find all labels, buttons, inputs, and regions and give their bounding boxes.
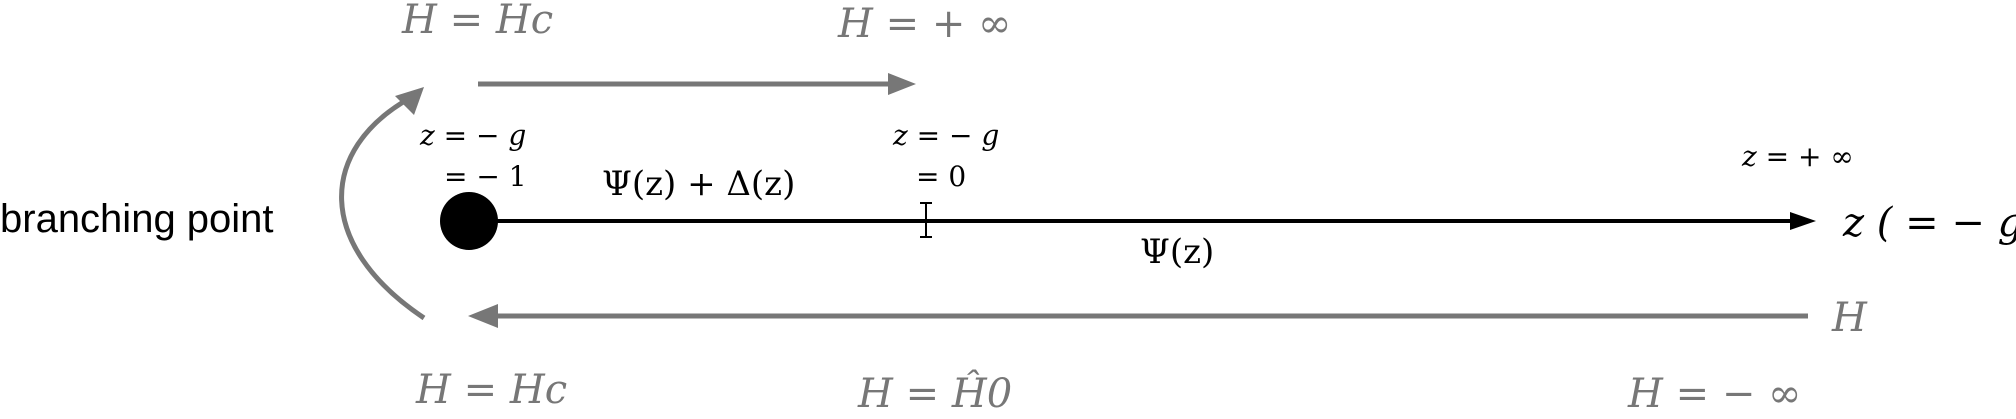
psi-plus-delta-label: Ψ(z) + Δ(z) xyxy=(602,164,796,204)
top-flow-arrowhead xyxy=(888,73,916,95)
z-axis-arrowhead xyxy=(1790,212,1816,230)
zero-tick-mark xyxy=(920,202,932,238)
h-eq-minus-infinity-label: H = − ∞ xyxy=(1628,371,1802,417)
z-eq-minus-g-mid-label: z = − g xyxy=(893,119,1000,152)
h-eq-hc-bottom-label: H = Hc xyxy=(416,367,568,413)
branching-point-dot xyxy=(440,192,498,250)
h-eq-plus-infinity-label: H = + ∞ xyxy=(838,1,1012,47)
psi-label: Ψ(z) xyxy=(1140,232,1215,272)
z-axis-label: z ( = − g) xyxy=(1843,200,2016,246)
branching-curve xyxy=(339,95,426,321)
z-eq-plus-infinity-label: z = + ∞ xyxy=(1742,140,1854,173)
eq-minus-one-label: = − 1 xyxy=(444,160,527,193)
branching-point-label: branching point xyxy=(0,197,274,241)
branching-curve-arrowhead xyxy=(395,87,424,115)
h-eq-h0hat-label: H = Ĥ0 xyxy=(858,371,1013,417)
h-right-label: H xyxy=(1832,295,1867,341)
h-eq-hc-top-label: H = Hc xyxy=(402,0,554,43)
eq-zero-label: = 0 xyxy=(916,160,967,193)
z-eq-minus-g-left-label: z = − g xyxy=(420,119,527,152)
bottom-flow-arrowhead xyxy=(468,304,498,328)
